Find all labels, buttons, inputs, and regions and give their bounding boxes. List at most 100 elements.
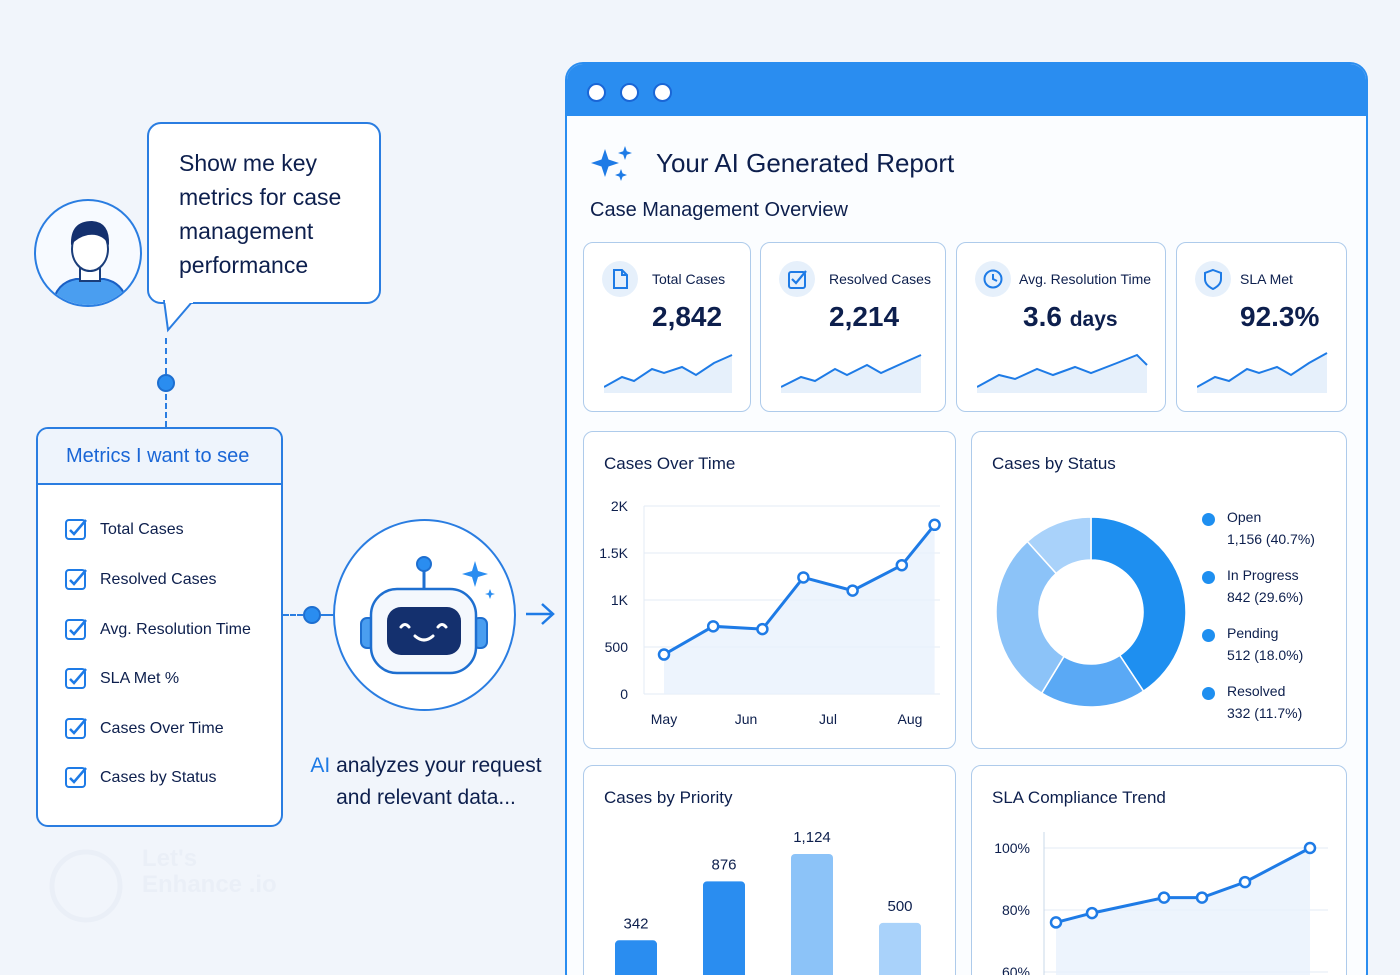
sparkle-icon bbox=[591, 146, 632, 181]
checkbox-checked-icon[interactable] bbox=[64, 717, 88, 741]
data-point bbox=[1085, 906, 1099, 920]
metric-option-label: SLA Met % bbox=[100, 670, 180, 687]
bar-value-label: 876 bbox=[711, 856, 736, 873]
watermark-text: Let's Enhance .io bbox=[142, 845, 277, 898]
arrow-right-icon bbox=[526, 603, 555, 625]
x-tick-label: Jul bbox=[819, 711, 837, 727]
legend-dot bbox=[1202, 571, 1215, 584]
kpi-icon-wrap bbox=[779, 261, 815, 297]
data-point bbox=[846, 584, 859, 597]
metric-option-label: Avg. Resolution Time bbox=[100, 621, 251, 638]
window-title-bar bbox=[567, 64, 1366, 116]
metric-option-total-cases[interactable]: Total Cases bbox=[64, 517, 184, 543]
ai-caption-text: analyzes your request and relevant data.… bbox=[330, 754, 542, 809]
kpi-label: SLA Met bbox=[1240, 271, 1293, 287]
data-point bbox=[928, 518, 941, 532]
legend-dot bbox=[1202, 513, 1215, 526]
user-icon bbox=[51, 221, 129, 305]
panel-cases-by-priority: Cases by Priority 342 876 1,124 500 bbox=[583, 765, 956, 975]
document-icon bbox=[613, 269, 628, 289]
metric-option-resolved-cases[interactable]: Resolved Cases bbox=[64, 567, 217, 593]
connector-line bbox=[165, 394, 167, 427]
kpi-card-sla-met[interactable]: SLA Met 92.3% bbox=[1176, 242, 1347, 412]
kpi-card-resolved-cases[interactable]: Resolved Cases 2,214 bbox=[760, 242, 946, 412]
bar bbox=[703, 881, 745, 975]
kpi-card-avg-resolution-time[interactable]: Avg. Resolution Time 3.6 days bbox=[956, 242, 1166, 412]
kpi-value-unit: days bbox=[1069, 308, 1118, 331]
metric-option-label: Cases Over Time bbox=[100, 720, 224, 737]
window-control-dot[interactable] bbox=[587, 83, 606, 102]
y-tick-label: 1.5K bbox=[599, 545, 628, 561]
donut-slice-open bbox=[1090, 516, 1187, 693]
x-tick-label: Jun bbox=[735, 711, 758, 727]
legend-name: Open bbox=[1227, 509, 1262, 525]
legend-dot bbox=[1202, 687, 1215, 700]
y-tick-label: 1K bbox=[611, 592, 629, 608]
kpi-label: Total Cases bbox=[652, 271, 726, 287]
robot-icon bbox=[360, 556, 495, 675]
checkbox-checked-icon[interactable] bbox=[64, 667, 88, 691]
metric-option-cases-by-status[interactable]: Cases by Status bbox=[64, 765, 217, 791]
bar-value-label: 500 bbox=[887, 898, 912, 915]
checkbox-checked-icon[interactable] bbox=[64, 766, 88, 790]
y-tick-label: 80% bbox=[1002, 902, 1030, 918]
prompt-text: Show me key metrics for case management … bbox=[179, 150, 342, 278]
donut-slice-resolved bbox=[1026, 516, 1092, 575]
connector-dot bbox=[157, 374, 175, 392]
ai-robot-badge bbox=[333, 519, 516, 711]
kpi-value: 2,842 bbox=[652, 301, 723, 332]
metric-option-label: Cases by Status bbox=[100, 769, 217, 786]
checkbox-checked-icon[interactable] bbox=[64, 518, 88, 542]
kpi-value: 92.3% bbox=[1240, 301, 1320, 332]
data-point bbox=[797, 571, 810, 584]
bar-value-label: 1,124 bbox=[793, 829, 831, 846]
window-control-dot[interactable] bbox=[653, 83, 672, 102]
report-subtitle: Case Management Overview bbox=[590, 199, 848, 221]
kpi-card-total-cases[interactable]: Total Cases 2,842 bbox=[583, 242, 751, 412]
cases-over-time-chart: 0 500 1K 1.5K 2K May Jun Jul Aug bbox=[599, 498, 941, 727]
watermark-logo: Let's Enhance .io bbox=[48, 846, 277, 933]
metric-option-sla-met[interactable]: SLA Met % bbox=[64, 666, 179, 692]
legend-dot bbox=[1202, 629, 1215, 642]
data-point bbox=[657, 648, 671, 661]
clock-icon bbox=[983, 269, 1003, 289]
bar bbox=[615, 940, 657, 975]
metric-option-avg-resolution-time[interactable]: Avg. Resolution Time bbox=[64, 617, 251, 643]
legend-name: Resolved bbox=[1227, 683, 1286, 699]
kpi-sparkline bbox=[977, 353, 1148, 393]
series-area bbox=[1056, 848, 1310, 975]
kpi-sparkline bbox=[604, 354, 733, 393]
bar bbox=[879, 922, 921, 975]
shield-icon bbox=[1204, 268, 1222, 290]
connector-line bbox=[165, 338, 167, 374]
y-tick-label: 100% bbox=[994, 840, 1030, 856]
kpi-label: Resolved Cases bbox=[829, 271, 931, 287]
kpi-sparkline bbox=[1197, 352, 1328, 393]
panel-title: Cases Over Time bbox=[604, 454, 736, 473]
data-point bbox=[1303, 841, 1317, 855]
legend-value: 512 (18.0%) bbox=[1227, 647, 1304, 663]
data-point bbox=[1238, 875, 1252, 889]
window-control-dot[interactable] bbox=[620, 83, 639, 102]
y-tick-label: 0 bbox=[620, 686, 628, 702]
panel-sla-compliance-trend: SLA Compliance Trend 60% 80% 100% bbox=[971, 765, 1347, 975]
metrics-selection-card: Metrics I want to see Total Cases Resolv… bbox=[36, 427, 283, 827]
panel-title: SLA Compliance Trend bbox=[992, 788, 1166, 807]
metric-option-label: Resolved Cases bbox=[100, 571, 217, 588]
kpi-icon-wrap bbox=[975, 261, 1011, 297]
kpi-sparkline bbox=[781, 354, 922, 393]
legend-name: In Progress bbox=[1227, 567, 1299, 583]
legend-name: Pending bbox=[1227, 625, 1279, 641]
x-tick-label: Aug bbox=[898, 711, 923, 727]
legend-value: 842 (29.6%) bbox=[1227, 589, 1304, 605]
checkbox-checked-icon[interactable] bbox=[64, 568, 88, 592]
user-avatar bbox=[34, 199, 142, 307]
data-point bbox=[895, 558, 909, 572]
cases-by-priority-chart: 342 876 1,124 500 bbox=[615, 829, 921, 975]
connector-line bbox=[321, 614, 333, 616]
data-point bbox=[706, 620, 720, 633]
ai-caption-highlight: AI bbox=[310, 754, 331, 777]
metric-option-cases-over-time[interactable]: Cases Over Time bbox=[64, 716, 224, 742]
checkbox-checked-icon[interactable] bbox=[64, 618, 88, 642]
watermark-icon bbox=[49, 849, 123, 923]
